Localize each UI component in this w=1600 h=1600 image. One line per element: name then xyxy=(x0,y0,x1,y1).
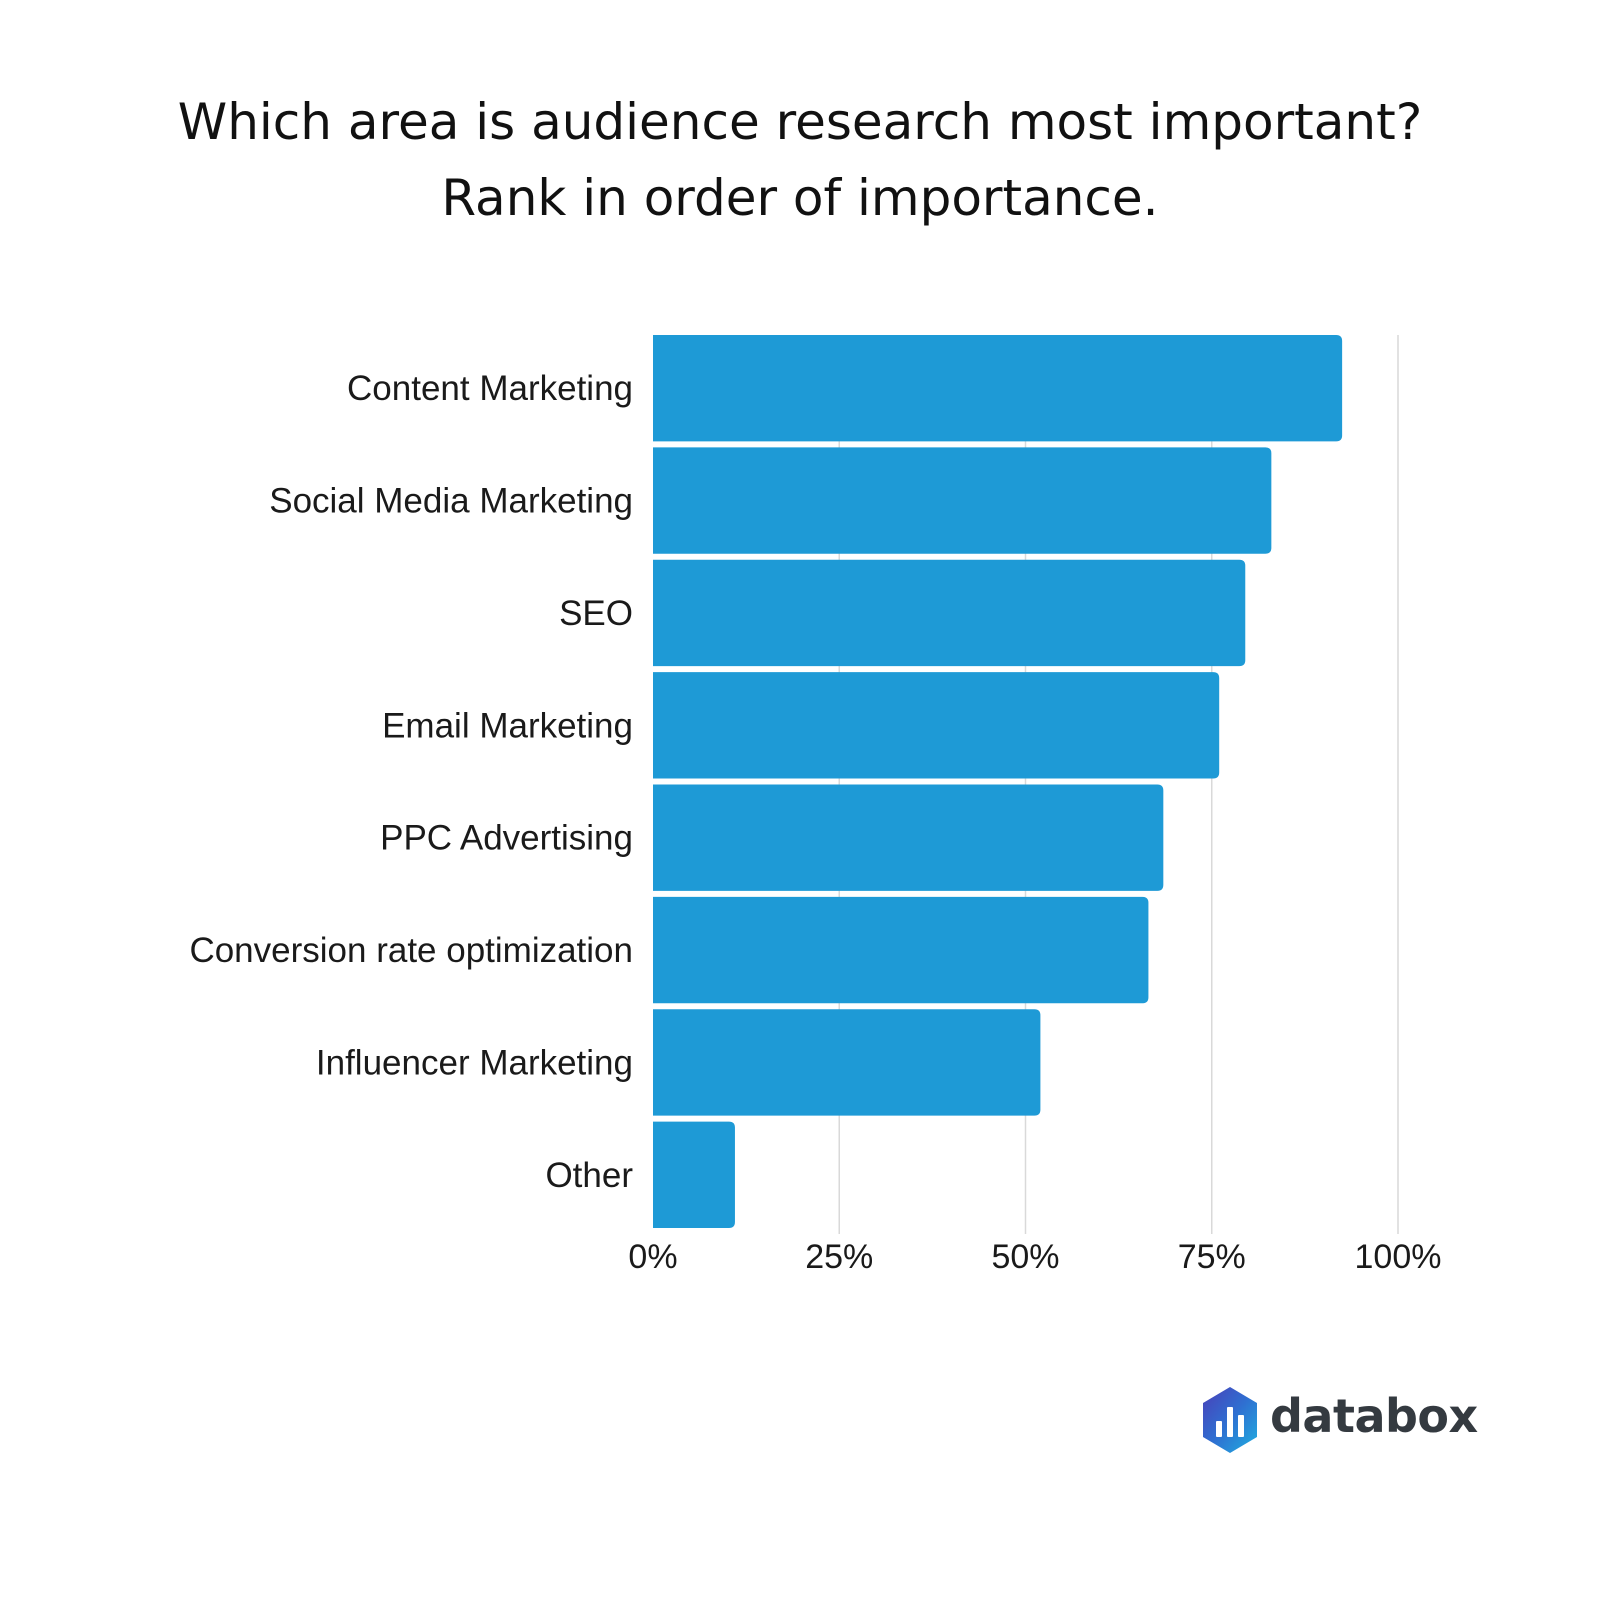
category-label: Content Marketing xyxy=(347,369,633,408)
bar-seo xyxy=(653,559,1246,667)
databox-wordmark: databox xyxy=(1270,1389,1478,1443)
x-tick-label: 75% xyxy=(1178,1238,1246,1276)
bar-other xyxy=(653,1121,735,1228)
chart-title-line-2: Rank in order of importance. xyxy=(441,169,1159,227)
category-label: Influencer Marketing xyxy=(316,1043,633,1082)
bar-conversion-rate-optimization xyxy=(653,896,1149,1004)
chart-title-line-1: Which area is audience research most imp… xyxy=(177,93,1423,151)
bar-ppc-advertising xyxy=(653,784,1164,891)
category-label: Email Marketing xyxy=(382,706,633,745)
category-label: SEO xyxy=(559,594,633,633)
x-tick-label: 25% xyxy=(805,1238,873,1276)
bar-influencer-marketing xyxy=(653,1009,1041,1116)
databox-logo-icon xyxy=(1203,1387,1257,1453)
category-label: Social Media Marketing xyxy=(269,482,633,521)
x-tick-label: 50% xyxy=(991,1238,1059,1276)
databox-logo: databox xyxy=(1200,1385,1478,1455)
axis-tick-labels: 0% 25% 50% 75% 100% xyxy=(628,1238,1441,1276)
bars xyxy=(653,335,1343,1228)
category-labels: Content Marketing Social Media Marketing S… xyxy=(189,369,633,1195)
x-tick-label: 100% xyxy=(1355,1238,1442,1276)
bar-social-media-marketing xyxy=(653,447,1272,554)
category-label: PPC Advertising xyxy=(380,819,633,858)
bar-content-marketing xyxy=(653,335,1343,442)
category-label: Conversion rate optimization xyxy=(189,931,633,970)
chart-title: Which area is audience research most imp… xyxy=(0,84,1600,236)
bar-email-marketing xyxy=(653,672,1220,779)
category-label: Other xyxy=(545,1156,633,1195)
x-tick-label: 0% xyxy=(628,1238,677,1276)
